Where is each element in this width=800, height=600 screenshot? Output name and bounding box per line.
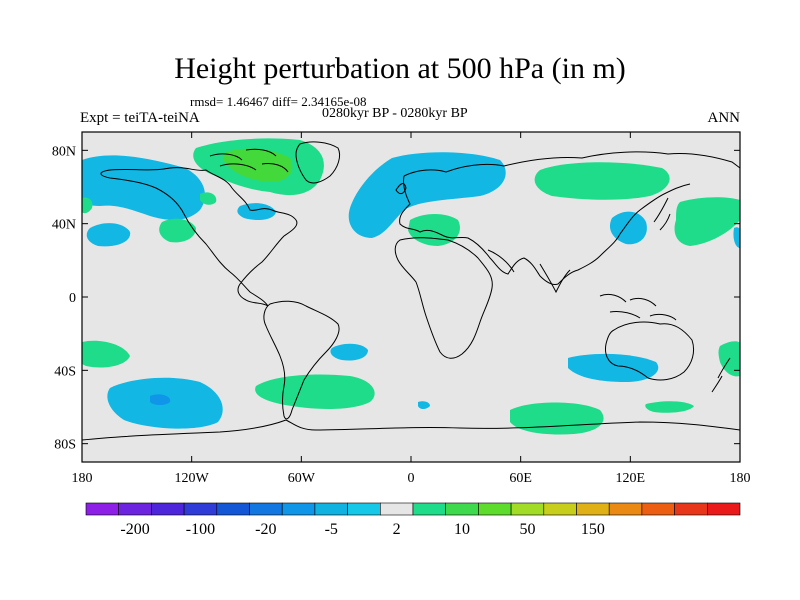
lon-tick-label: 60W: [288, 471, 316, 486]
subtitle: 0280kyr BP - 0280kyr BP: [322, 106, 468, 121]
anomaly-fields: [82, 138, 740, 435]
anomaly-negative-small-atlantic: [418, 401, 430, 409]
anomaly-negative-core: [150, 394, 171, 405]
anomaly-positive-nw-america: [159, 218, 196, 243]
experiment-label: Expt = teiTA-teiNA: [80, 110, 200, 126]
colorbar-swatch: [281, 502, 316, 516]
colorbar: [85, 502, 741, 516]
coastlines: [81, 141, 741, 441]
lon-tick-label: 180: [730, 471, 751, 486]
lat-tick-label: 40N: [52, 218, 76, 233]
colorbar-swatch: [641, 502, 675, 516]
colorbar-swatch: [379, 502, 414, 516]
season-label: ANN: [707, 110, 741, 126]
colorbar-swatch: [249, 502, 283, 516]
colorbar-swatch: [543, 502, 577, 516]
colorbar-label: -5: [325, 521, 338, 538]
coast-africa: [394, 237, 493, 359]
anomaly-positive-northpacific: [674, 197, 740, 246]
colorbar-label: 150: [581, 521, 605, 538]
lon-tick-label: 180: [72, 471, 93, 486]
colorbar-label: -20: [255, 521, 276, 538]
anomaly-positive-south-america: [255, 374, 375, 409]
anomaly-positive-south-australia: [645, 401, 694, 413]
colorbar-swatch: [412, 502, 447, 516]
coast-new-zealand: [711, 357, 731, 393]
lon-tick-label: 0: [408, 471, 415, 486]
lat-tick-label: 80N: [52, 144, 76, 159]
anomaly-negative-hudson: [237, 203, 276, 220]
colorbar-labels: -200 -100 -20 -5 2 10 50 150: [120, 521, 604, 538]
anomaly-negative-central-pacific: [86, 223, 131, 247]
lon-tick-label: 120W: [175, 471, 210, 486]
lat-tick-label: 40S: [54, 364, 76, 379]
lat-tick-label: 80S: [54, 438, 76, 453]
colorbar-swatch: [706, 502, 741, 516]
colorbar-swatch: [183, 502, 218, 516]
lon-tick-label: 60E: [509, 471, 532, 486]
coast-greenland: [295, 141, 341, 184]
stats-line: rmsd= 1.46467 diff= 2.34165e-08: [190, 94, 367, 109]
coast-se-asia-islands: [599, 293, 677, 321]
anomaly-positive-siberia: [534, 162, 670, 200]
colorbar-swatch: [347, 502, 381, 516]
anomaly-negative-natlantic: [348, 152, 506, 238]
anomaly-positive-hudson-side: [200, 192, 217, 205]
coast-uk: [395, 183, 407, 195]
anomaly-positive-south-africa: [510, 402, 604, 435]
anomaly-negative-nw-pacific-edge: [733, 227, 740, 248]
lat-tick-label: 0: [69, 291, 76, 306]
anomaly-positive-south-pacific-west: [82, 340, 130, 368]
anomaly-negative-south-indian: [568, 353, 659, 382]
colorbar-swatch: [118, 502, 152, 516]
colorbar-swatch: [478, 502, 512, 516]
colorbar-swatch: [85, 502, 120, 516]
colorbar-label: -200: [120, 521, 149, 538]
coast-eurasia: [399, 151, 741, 285]
coast-arctic-islands: [209, 148, 289, 173]
anomaly-negative-south-atlantic: [330, 343, 368, 361]
colorbar-label: 50: [519, 521, 535, 538]
coast-arabia-india: [487, 249, 571, 294]
colorbar-label: 10: [454, 521, 470, 538]
coast-north-america: [100, 167, 298, 307]
map-title: Height perturbation at 500 hPa (in m): [174, 52, 626, 85]
colorbar-swatch: [216, 502, 250, 516]
coast-australia: [605, 321, 695, 381]
coast-south-america: [263, 300, 340, 420]
colorbar-swatch: [674, 502, 708, 516]
anomaly-negative-npacific: [82, 155, 205, 220]
anomaly-positive-greenland-core: [223, 148, 293, 182]
lon-ticks: 180 120W 60W 0 60E 120E 180: [72, 132, 751, 486]
lon-tick-label: 120E: [616, 471, 646, 486]
lat-ticks: 80N 40N 0 40S 80S: [52, 144, 740, 453]
colorbar-swatch: [151, 502, 185, 516]
colorbar-swatch: [510, 502, 545, 516]
colorbar-swatch: [608, 502, 643, 516]
coast-antarctica: [81, 419, 741, 441]
colorbar-label: 2: [393, 521, 401, 538]
coast-japan: [653, 197, 671, 231]
anomaly-positive-north-atlantic-west: [82, 197, 93, 214]
colorbar-label: -100: [186, 521, 215, 538]
colorbar-swatch: [445, 502, 479, 516]
colorbar-swatch: [576, 502, 610, 516]
colorbar-swatch: [314, 502, 348, 516]
